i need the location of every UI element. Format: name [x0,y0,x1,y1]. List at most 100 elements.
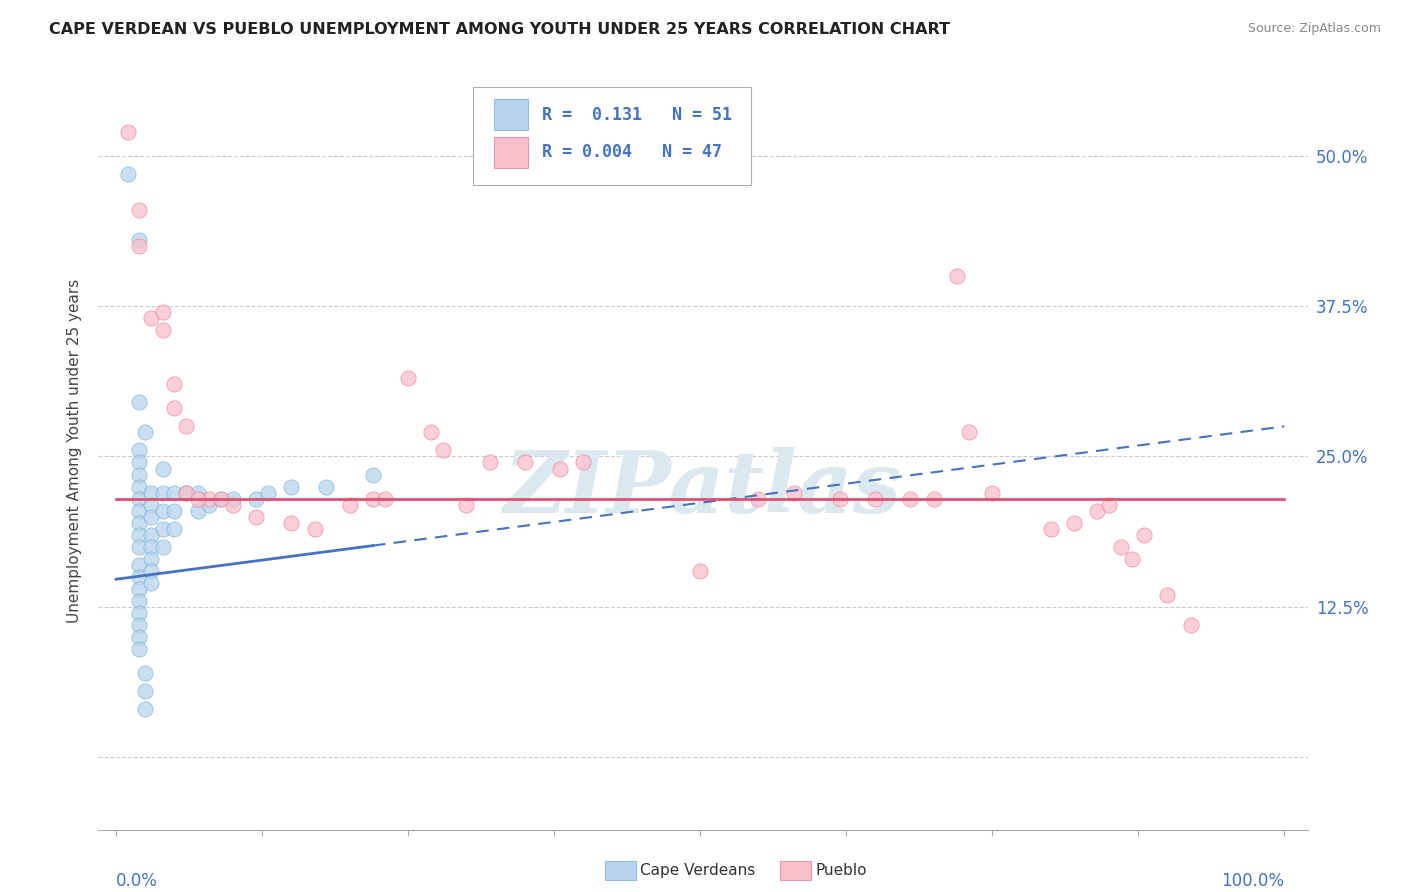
Point [1098,498,1121,512]
Text: ZIPatlas: ZIPatlas [503,447,903,530]
Point [128,618,150,632]
Point [117,167,139,181]
Point [152,323,174,337]
Point [163,485,186,500]
FancyBboxPatch shape [474,87,751,186]
Point [139,527,162,541]
Point [163,503,186,517]
Point [174,485,197,500]
Text: Cape Verdeans: Cape Verdeans [640,863,755,878]
Point [830,491,852,506]
Point [187,485,209,500]
Point [396,371,419,385]
Text: CAPE VERDEAN VS PUEBLO UNEMPLOYMENT AMONG YOUTH UNDER 25 YEARS CORRELATION CHART: CAPE VERDEAN VS PUEBLO UNEMPLOYMENT AMON… [49,22,950,37]
Point [1085,503,1108,517]
Point [946,268,969,283]
Point [128,233,150,247]
Point [128,455,150,469]
Text: 0.0%: 0.0% [115,871,157,889]
Point [209,491,232,506]
Point [128,202,150,217]
Point [280,479,302,493]
Point [513,455,536,469]
Point [432,443,454,458]
Point [198,491,221,506]
Point [128,570,150,584]
Point [152,540,174,554]
Text: 100.0%: 100.0% [1222,871,1284,889]
Text: Source: ZipAtlas.com: Source: ZipAtlas.com [1247,22,1381,36]
Point [134,425,156,440]
Point [174,485,197,500]
Point [139,551,162,566]
Point [572,455,595,469]
Point [187,503,209,517]
Point [134,666,156,681]
Point [478,455,501,469]
Point [747,491,769,506]
Point [128,443,150,458]
Point [209,491,232,506]
Point [245,491,267,506]
Bar [494,99,527,130]
Point [1063,516,1085,530]
Point [128,642,150,657]
Point [139,575,162,590]
Point [128,540,150,554]
Point [152,461,174,475]
Point [1109,540,1132,554]
Y-axis label: Unemployment Among Youth under 25 years: Unemployment Among Youth under 25 years [67,278,83,623]
Point [1121,551,1143,566]
Point [152,503,174,517]
Point [152,305,174,319]
Point [117,124,139,138]
Bar [494,136,527,169]
Point [222,498,245,512]
Point [339,498,361,512]
Point [315,479,337,493]
Point [163,522,186,536]
Point [163,401,186,416]
Point [128,491,150,506]
Point [361,491,384,506]
Point [128,594,150,608]
Point [163,377,186,392]
Point [689,564,711,578]
Point [128,606,150,620]
Point [134,702,156,716]
Point [222,491,245,506]
Point [898,491,921,506]
Point [128,479,150,493]
Point [152,522,174,536]
Point [128,467,150,482]
Point [128,395,150,409]
Text: Pueblo: Pueblo [815,863,868,878]
Point [245,509,267,524]
Text: R = 0.004   N = 47: R = 0.004 N = 47 [543,144,723,161]
Point [361,467,384,482]
Point [139,540,162,554]
Point [128,558,150,572]
Point [548,461,571,475]
Point [957,425,980,440]
Point [134,684,156,698]
Point [420,425,443,440]
Point [187,491,209,506]
Point [139,311,162,326]
Point [280,516,302,530]
Point [128,630,150,644]
Point [128,239,150,253]
Point [304,522,326,536]
Point [865,491,887,506]
Point [782,485,804,500]
Point [139,498,162,512]
Point [152,485,174,500]
Point [128,582,150,596]
Point [198,498,221,512]
Point [128,516,150,530]
Point [128,527,150,541]
Point [139,485,162,500]
Point [1039,522,1062,536]
Point [1156,588,1178,602]
Point [139,564,162,578]
